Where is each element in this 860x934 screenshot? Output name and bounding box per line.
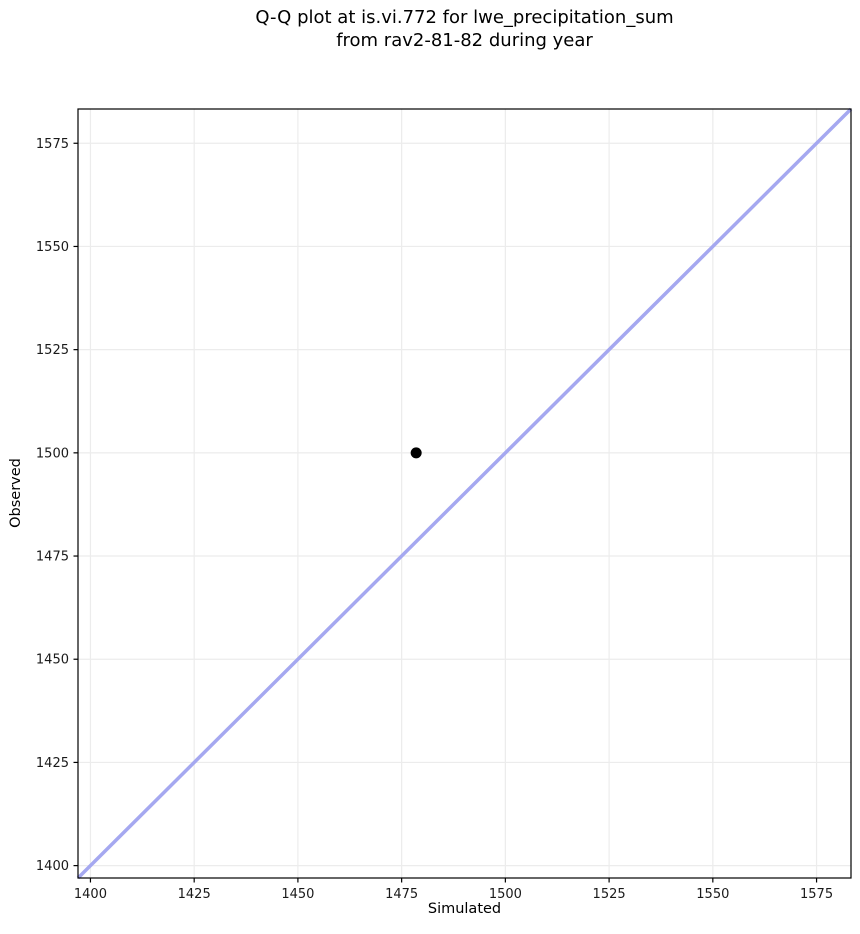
x-tick-label: 1400 bbox=[74, 887, 107, 902]
x-tick-label: 1550 bbox=[696, 887, 729, 902]
data-point bbox=[410, 447, 422, 459]
x-tick-label: 1525 bbox=[593, 887, 626, 902]
y-tick-label: 1475 bbox=[36, 550, 69, 565]
y-axis-label: Observed bbox=[8, 458, 24, 528]
chart-title: Q-Q plot at is.vi.772 for lwe_precipitat… bbox=[255, 7, 674, 51]
y-tick-label: 1425 bbox=[36, 756, 69, 771]
y-tick-label: 1500 bbox=[36, 446, 69, 461]
x-tick-label: 1575 bbox=[800, 887, 833, 902]
y-tick-label: 1525 bbox=[36, 343, 69, 358]
y-tick-label: 1550 bbox=[36, 240, 69, 255]
y-tick-label: 1575 bbox=[36, 137, 69, 152]
x-axis-label: Simulated bbox=[427, 901, 502, 917]
x-tick-label: 1475 bbox=[385, 887, 418, 902]
plot-border bbox=[77, 108, 852, 879]
x-tick-label: 1425 bbox=[178, 887, 211, 902]
x-tick-label: 1500 bbox=[489, 887, 522, 902]
identity-line bbox=[76, 107, 853, 880]
y-tick-label: 1450 bbox=[36, 653, 69, 668]
x-tick-label: 1450 bbox=[281, 887, 314, 902]
y-tick-label: 1400 bbox=[36, 859, 69, 874]
